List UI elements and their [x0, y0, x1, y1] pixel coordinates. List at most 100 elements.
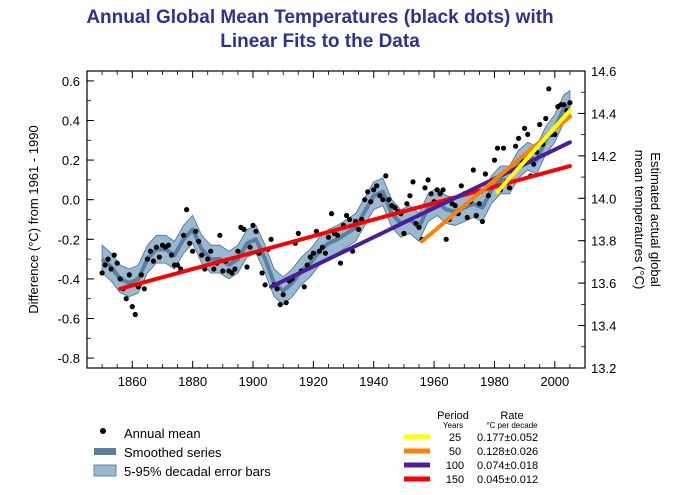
legend-fit-period: 25: [449, 432, 461, 444]
annual-mean-dot: [199, 252, 205, 258]
annual-mean-dot: [319, 244, 325, 250]
y-tick-label: -0.8: [58, 351, 80, 366]
annual-mean-dot: [150, 258, 156, 264]
annual-mean-dot: [268, 236, 274, 242]
annual-mean-dot: [241, 226, 247, 232]
annual-mean-dot: [482, 171, 488, 177]
annual-mean-dot: [99, 270, 105, 276]
x-tick-label: 1940: [359, 374, 388, 389]
y-right-axis-label-line2: mean temperatures (°C): [632, 150, 647, 290]
annual-mean-dot: [485, 193, 491, 199]
y-tick-label: 0.4: [62, 114, 80, 129]
annual-mean-dot: [422, 185, 428, 191]
annual-mean-dot: [383, 173, 389, 179]
axes-layer: 1860 1880 1900 1920 1940 1960 1980 2000 -0.8 -0.6…: [26, 64, 663, 389]
annual-mean-dot: [205, 256, 211, 262]
annual-mean-dot: [440, 187, 446, 193]
annual-mean-dot: [491, 157, 498, 163]
fit-line-150: [118, 164, 572, 291]
annual-mean-dot: [253, 228, 259, 234]
annual-mean-dot: [407, 193, 413, 199]
annual-mean-dot: [337, 260, 344, 266]
fit-line-25: [495, 108, 572, 194]
y-tick-label: -0.2: [58, 232, 80, 247]
x-tick-label: 1980: [480, 374, 509, 389]
annual-mean-dot: [522, 125, 528, 131]
annual-mean-dot: [452, 203, 458, 209]
legend-period-unit: Years: [443, 421, 463, 430]
legend-fit-period: 50: [449, 446, 461, 458]
annual-mean-dot: [325, 234, 332, 240]
annual-mean-dot: [165, 242, 172, 248]
annual-mean-dot: [208, 248, 214, 254]
annual-mean-dot: [362, 197, 368, 203]
annual-mean-dot: [313, 228, 319, 234]
annual-mean-dot: [105, 256, 111, 262]
y-right-axis-label-line1: Estimated actual global: [648, 152, 663, 287]
x-tick-label: 1860: [118, 374, 147, 389]
annual-mean-dot: [181, 232, 187, 238]
x-tick-label: 1880: [178, 374, 207, 389]
annual-mean-dot: [232, 266, 238, 272]
annual-mean-dot: [102, 262, 108, 268]
annual-mean-dot: [334, 232, 341, 238]
y-right-tick-label: 13.8: [591, 234, 616, 249]
annual-mean-dot: [147, 248, 153, 254]
legend-annual-mean-label: Annual mean: [124, 426, 201, 441]
annual-mean-dot: [567, 100, 573, 106]
annual-mean-layer: [99, 86, 573, 318]
y-axis-label: Difference (°C) from 1961 - 1990: [26, 125, 41, 314]
annual-mean-dot: [479, 218, 485, 225]
y-right-tick-label: 14.4: [591, 106, 616, 121]
y-tick-label: 0.0: [62, 193, 80, 208]
annual-mean-dot: [470, 167, 476, 173]
annual-mean-dot: [211, 266, 217, 272]
annual-mean-dot: [156, 254, 162, 260]
y-tick-label: 0.6: [62, 74, 80, 89]
x-tick-label: 1920: [299, 374, 328, 389]
legend-rate-unit: °C per decade: [486, 421, 538, 430]
legend-fit-period: 100: [446, 460, 464, 472]
annual-mean-dot: [347, 216, 353, 223]
annual-mean-dot: [322, 250, 328, 256]
x-tick-label: 2000: [540, 374, 569, 389]
legend-fit-rate: 0.045±0.012: [477, 474, 538, 486]
annual-mean-dot: [196, 238, 202, 244]
annual-mean-dot: [525, 131, 531, 137]
annual-mean-dot: [401, 230, 407, 236]
annual-mean-dot: [458, 183, 464, 189]
annual-mean-dot: [371, 187, 377, 193]
annual-mean-dot: [494, 145, 501, 151]
y-right-tick-label: 13.6: [591, 276, 616, 291]
annual-mean-dot: [392, 205, 398, 211]
legend-rate-header: Rate: [500, 410, 523, 422]
x-tick-label: 1960: [420, 374, 449, 389]
y-right-tick-label: 13.2: [591, 361, 616, 376]
annual-mean-dot: [277, 302, 283, 308]
x-tick-label: 1900: [239, 374, 268, 389]
annual-mean-dot: [301, 284, 307, 290]
annual-mean-dot: [262, 282, 268, 288]
annual-mean-dot: [374, 183, 380, 189]
annual-mean-dot: [141, 286, 147, 292]
annual-mean-dot: [190, 248, 196, 254]
annual-mean-dot: [168, 252, 175, 258]
annual-mean-dot: [244, 264, 250, 270]
annual-mean-dot: [356, 226, 362, 232]
annual-mean-dot: [111, 252, 117, 258]
legend-fit-rate: 0.074±0.018: [477, 460, 538, 472]
annual-mean-dot: [328, 211, 335, 217]
annual-mean-dot: [513, 143, 519, 149]
annual-mean-dot: [561, 102, 567, 108]
annual-mean-dot: [316, 248, 322, 254]
annual-mean-dot: [229, 270, 235, 276]
annual-mean-dot: [174, 262, 181, 268]
annual-mean-dot: [428, 191, 434, 197]
annual-mean-dot: [247, 244, 253, 250]
annual-mean-dot: [274, 286, 280, 292]
annual-mean-dot: [552, 131, 558, 137]
annual-mean-dot: [310, 250, 316, 256]
y-tick-label: 0.2: [62, 153, 80, 168]
annual-mean-dot: [307, 254, 313, 260]
y-tick-label: -0.4: [58, 272, 80, 287]
